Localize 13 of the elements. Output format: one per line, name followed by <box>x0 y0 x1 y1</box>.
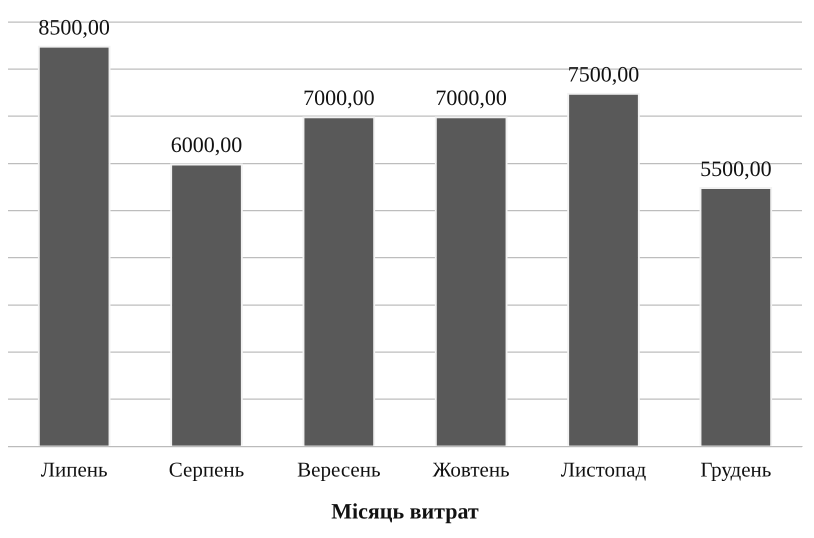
x-tick-label: Листопад <box>560 458 647 482</box>
x-axis-title: Місяць витрат <box>331 498 479 524</box>
data-label: 6000,00 <box>170 132 242 158</box>
data-label: 5500,00 <box>700 156 772 181</box>
x-tick-label: Серпень <box>168 458 244 482</box>
x-tick-label: Липень <box>40 458 108 482</box>
x-tick-label: Вересень <box>297 458 381 482</box>
data-label: 7500,00 <box>568 62 640 87</box>
x-tick-label: Жовтень <box>432 458 510 482</box>
data-label: 8500,00 <box>38 14 110 40</box>
data-label: 7000,00 <box>435 85 507 110</box>
data-label: 7000,00 <box>303 85 375 110</box>
x-tick-label: Грудень <box>700 458 772 482</box>
